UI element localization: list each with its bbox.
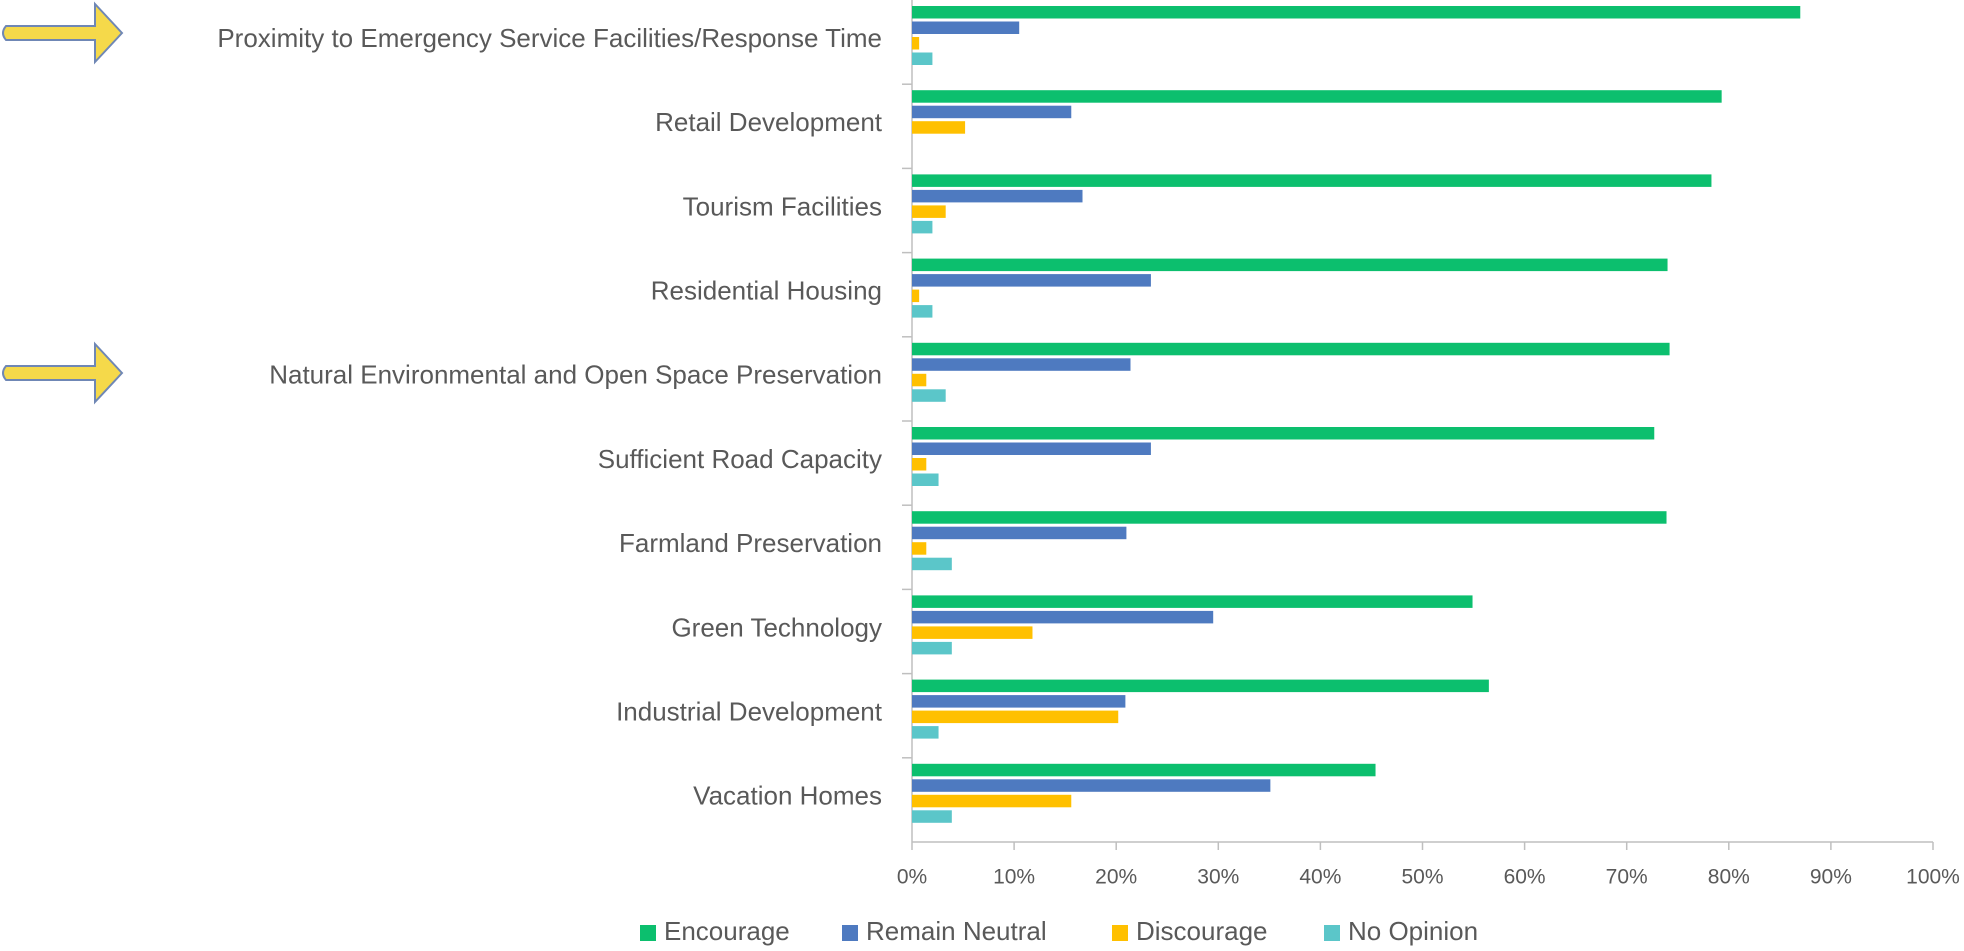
category-label: Residential Housing	[651, 275, 882, 305]
bar	[912, 90, 1722, 103]
legend-swatch	[842, 925, 858, 941]
legend-label: Remain Neutral	[866, 916, 1047, 946]
x-tick-label: 100%	[1906, 866, 1960, 889]
legend-label: Discourage	[1136, 916, 1268, 946]
x-tick-label: 90%	[1810, 866, 1852, 889]
bar	[912, 174, 1712, 187]
bar	[912, 52, 933, 65]
x-tick-label: 60%	[1504, 866, 1546, 889]
bar	[912, 205, 946, 218]
bar	[912, 358, 1131, 371]
bar	[912, 305, 933, 318]
bar	[912, 641, 952, 655]
bar	[912, 21, 1020, 34]
bar	[912, 710, 1119, 724]
bar	[912, 373, 927, 387]
category-label: Farmland Preservation	[619, 528, 882, 558]
category-label: Sufficient Road Capacity	[598, 444, 882, 474]
category-label: Tourism Facilities	[683, 191, 882, 221]
x-tick-label: 80%	[1708, 866, 1750, 889]
bar	[912, 473, 939, 486]
legend-label: No Opinion	[1348, 916, 1478, 946]
legend-swatch	[1112, 925, 1128, 941]
legend-swatch	[640, 925, 656, 941]
x-tick-label: 30%	[1197, 866, 1239, 889]
bar	[912, 779, 1271, 792]
category-label: Industrial Development	[616, 696, 883, 726]
bar	[912, 105, 1072, 119]
x-tick-label: 70%	[1606, 866, 1648, 889]
bar	[912, 763, 1376, 777]
bar	[912, 274, 1151, 287]
x-tick-label: 0%	[897, 866, 927, 889]
bar	[912, 121, 966, 134]
legend-swatch	[1324, 925, 1340, 941]
bar	[912, 220, 933, 234]
bar	[912, 458, 927, 471]
category-label: Green Technology	[671, 612, 882, 642]
highlight-arrows	[2, 1, 124, 405]
category-label: Vacation Homes	[693, 781, 882, 811]
arrow	[2, 341, 124, 405]
category-label: Retail Development	[655, 107, 883, 137]
bar	[912, 258, 1668, 272]
bar	[912, 695, 1126, 708]
bar	[912, 526, 1127, 540]
bar	[912, 557, 952, 571]
x-tick-label: 20%	[1095, 866, 1137, 889]
x-tick-label: 50%	[1401, 866, 1443, 889]
bar	[912, 595, 1473, 608]
x-tick-label: 10%	[993, 866, 1035, 889]
bar	[912, 37, 920, 50]
bar	[912, 679, 1489, 693]
legend-label: Encourage	[664, 916, 790, 946]
bar	[912, 626, 1033, 639]
bar	[912, 794, 1072, 808]
arrow	[2, 1, 124, 65]
bar	[912, 511, 1667, 524]
bar	[912, 6, 1801, 19]
category-label: Natural Environmental and Open Space Pre…	[269, 360, 882, 390]
bar	[912, 442, 1151, 455]
bar	[912, 189, 1083, 203]
bar	[912, 289, 920, 303]
bar	[912, 810, 952, 823]
bar	[912, 427, 1655, 440]
bar	[912, 342, 1670, 356]
bar	[912, 610, 1214, 624]
bar	[912, 726, 939, 739]
x-tick-label: 40%	[1299, 866, 1341, 889]
category-label: Proximity to Emergency Service Facilitie…	[217, 23, 882, 53]
bar	[912, 389, 946, 402]
bar	[912, 542, 927, 555]
